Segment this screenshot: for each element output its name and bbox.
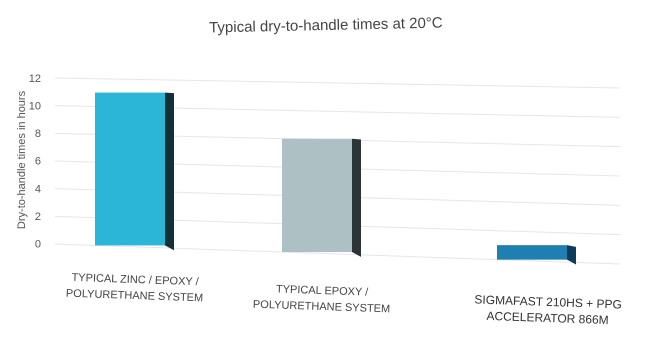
y-tick-label: 4 <box>35 183 41 195</box>
bar <box>282 138 352 253</box>
y-tick-label: 12 <box>29 73 41 85</box>
gridline <box>54 243 621 265</box>
bars <box>95 92 576 265</box>
bar <box>95 92 165 246</box>
y-tick-label: 0 <box>35 239 41 251</box>
category-labels: TYPICAL ZINC / EPOXY /POLYURETHANE SYSTE… <box>66 272 622 327</box>
category-label: TYPICAL ZINC / EPOXY /POLYURETHANE SYSTE… <box>66 272 204 305</box>
bar-side <box>352 138 361 257</box>
y-tick-label: 10 <box>29 100 41 112</box>
y-tick-label: 6 <box>35 156 41 168</box>
chart-title: Typical dry-to-handle times at 20°C <box>209 15 443 37</box>
y-tick-label: 2 <box>35 211 41 223</box>
bar-side <box>567 245 576 265</box>
bar <box>497 245 567 260</box>
bar-side <box>165 92 174 251</box>
gridline <box>54 77 621 89</box>
category-label: TYPICAL EPOXY /POLYURETHANE SYSTEM <box>253 283 391 316</box>
y-axis-label: Dry-to-handle times in hours <box>16 90 28 229</box>
y-axis-ticks: 0 2 4 6 8 10 12 <box>29 73 41 251</box>
y-tick-label: 8 <box>35 128 41 140</box>
category-label: SIGMAFAST 210HS + PPGACCELERATOR 866M <box>474 292 622 327</box>
